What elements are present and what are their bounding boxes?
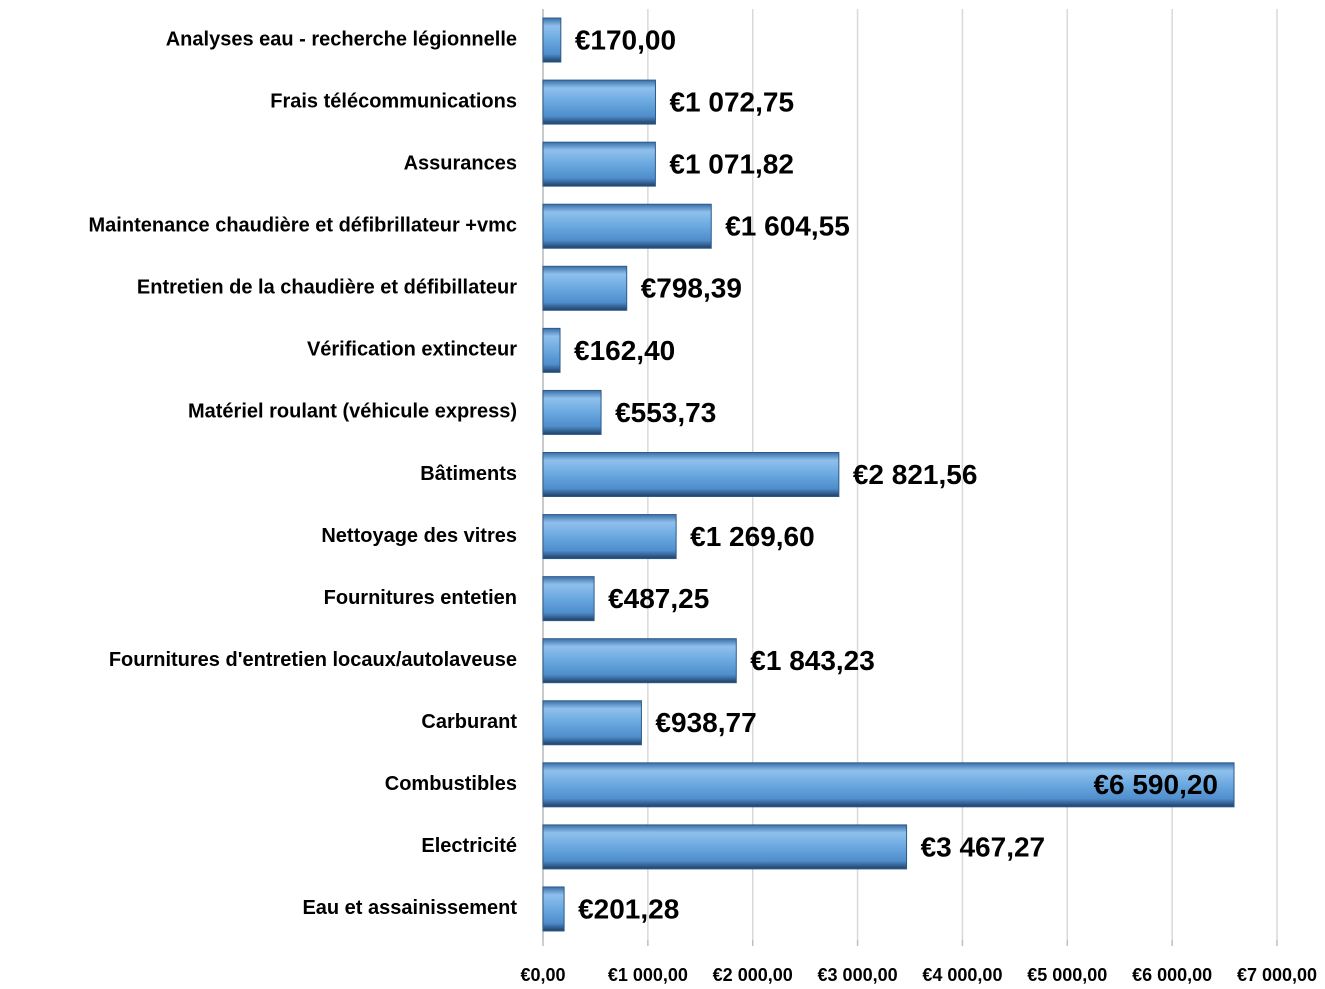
value-label: €1 604,55 xyxy=(725,211,850,242)
y-tick-label: Nettoyage des vitres xyxy=(321,525,517,547)
x-tick-label: €3 000,00 xyxy=(818,965,898,985)
x-tick-label: €6 000,00 xyxy=(1132,965,1212,985)
value-label: €1 843,23 xyxy=(750,645,875,676)
value-label: €170,00 xyxy=(575,24,676,55)
y-tick-label: Electricité xyxy=(421,835,517,857)
x-tick-label: €1 000,00 xyxy=(608,965,688,985)
x-tick-label: €4 000,00 xyxy=(922,965,1002,985)
y-tick-label: Carburant xyxy=(421,711,517,733)
value-label: €2 821,56 xyxy=(853,459,978,490)
value-label: €6 590,20 xyxy=(1093,769,1218,800)
x-tick-label: €2 000,00 xyxy=(713,965,793,985)
bar xyxy=(542,79,656,125)
y-tick-label: Assurances xyxy=(404,152,517,174)
bar xyxy=(542,886,565,932)
bar xyxy=(542,265,628,311)
bar xyxy=(542,700,642,746)
value-label: €487,25 xyxy=(608,583,709,614)
bar xyxy=(542,576,595,622)
value-label: €553,73 xyxy=(615,397,716,428)
value-label: €1 072,75 xyxy=(669,86,794,117)
value-label: €938,77 xyxy=(655,707,756,738)
value-label: €1 071,82 xyxy=(669,149,794,180)
y-tick-label: Entretien de la chaudière et défibillate… xyxy=(137,277,517,299)
bar xyxy=(542,514,677,560)
bar xyxy=(542,824,908,870)
bar xyxy=(542,452,840,497)
value-label: €798,39 xyxy=(641,273,742,304)
bar xyxy=(542,389,602,435)
bar xyxy=(542,327,561,373)
value-label: €162,40 xyxy=(574,335,675,366)
x-tick-label: €5 000,00 xyxy=(1027,965,1107,985)
value-label: €201,28 xyxy=(578,893,679,924)
y-tick-label: Frais télécommunications xyxy=(270,90,517,112)
y-tick-label: Matériel roulant (véhicule express) xyxy=(188,401,517,423)
value-label: €3 467,27 xyxy=(921,831,1046,862)
y-tick-label: Bâtiments xyxy=(420,463,517,485)
value-label: €1 269,60 xyxy=(690,521,815,552)
y-tick-label: Fournitures entetien xyxy=(324,587,517,609)
y-tick-label: Fournitures d'entretien locaux/autolaveu… xyxy=(109,649,517,671)
bar xyxy=(542,17,562,63)
y-tick-label: Combustibles xyxy=(385,773,517,795)
bar xyxy=(542,638,737,684)
bar xyxy=(542,203,712,249)
y-tick-label: Vérification extincteur xyxy=(307,339,517,361)
y-tick-label: Analyses eau - recherche légionnelle xyxy=(166,28,517,50)
y-tick-label: Maintenance chaudière et défibrillateur … xyxy=(89,215,517,237)
bar xyxy=(542,141,656,187)
y-tick-label: Eau et assainissement xyxy=(302,897,517,919)
bar xyxy=(542,762,1235,808)
x-tick-label: €7 000,00 xyxy=(1237,965,1317,985)
x-tick-label: €0,00 xyxy=(520,965,565,985)
